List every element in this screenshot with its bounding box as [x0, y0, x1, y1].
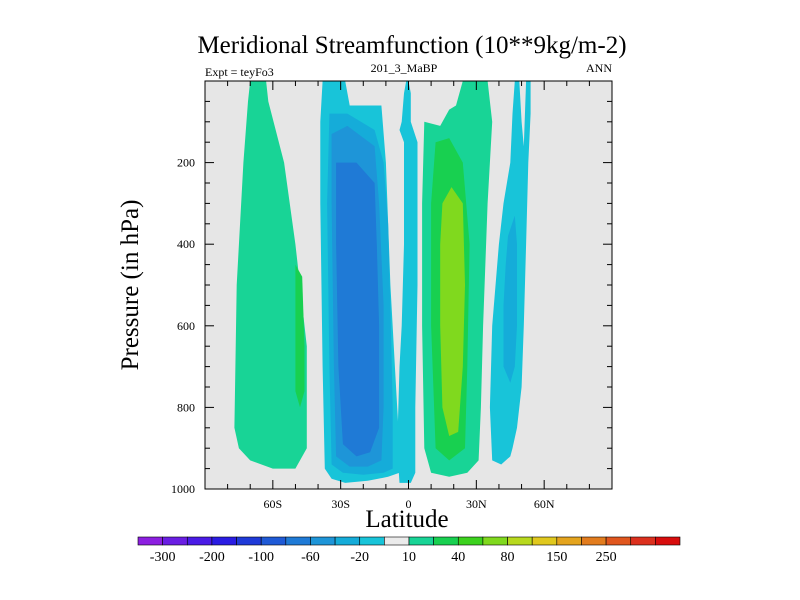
- contour-sh-positive-core: [295, 264, 305, 408]
- colorbar-box: [310, 536, 336, 546]
- contour-regions: [234, 81, 531, 483]
- y-tick-labels: 200 400 600 800 1000: [171, 156, 195, 496]
- x-tick-label: 30N: [466, 497, 487, 511]
- y-tick-label: 600: [177, 319, 195, 333]
- x-tick-label: 60N: [534, 497, 555, 511]
- x-tick-label: 60S: [263, 497, 282, 511]
- colorbar-label: 40: [451, 550, 465, 565]
- colorbar-label: -200: [199, 550, 225, 565]
- colorbar-label: -100: [248, 550, 274, 565]
- colorbar-box: [457, 536, 484, 546]
- colorbar-box: [531, 536, 558, 546]
- x-tick-label: 30S: [331, 497, 350, 511]
- contour-equatorial-negative: [397, 81, 418, 483]
- colorbar-box: [630, 536, 656, 546]
- colorbar-label: 80: [501, 550, 515, 565]
- contour-sh-outer-positive: [234, 81, 307, 469]
- x-tick-label: 0: [406, 497, 412, 511]
- colorbar: [137, 536, 681, 546]
- y-tick-label: 800: [177, 400, 195, 414]
- colorbar-box: [482, 536, 508, 546]
- colorbar-box: [137, 536, 163, 546]
- y-axis-label: Pressure (in hPa): [117, 200, 144, 371]
- colorbar-label: 150: [546, 550, 567, 565]
- colorbar-box: [260, 536, 287, 546]
- x-axis-label: Latitude: [365, 506, 448, 533]
- colorbar-box: [556, 536, 582, 546]
- colorbar-box: [433, 536, 459, 546]
- colorbar-labels: -300 -200 -100 -60 -20 10 40 80 150 250: [150, 550, 617, 565]
- season-label: ANN: [586, 61, 612, 75]
- colorbar-box: [186, 536, 213, 546]
- colorbar-label: 250: [596, 550, 617, 565]
- colorbar-box: [605, 536, 632, 546]
- colorbar-box: [507, 536, 533, 546]
- y-tick-label: 1000: [171, 482, 195, 496]
- contour-nh-hadley-core: [440, 187, 465, 436]
- contour-sh-hadley-core: [336, 162, 380, 457]
- colorbar-box: [581, 536, 607, 546]
- colorbar-label: 10: [402, 550, 416, 565]
- x-tick-labels: 60S 30S 0 30N 60N: [263, 497, 554, 511]
- colorbar-box: [162, 536, 188, 546]
- colorbar-box: [211, 536, 237, 546]
- colorbar-box: [408, 536, 434, 546]
- colorbar-box: [334, 536, 361, 546]
- colorbar-box: [285, 536, 311, 546]
- colorbar-box: [359, 536, 385, 546]
- colorbar-box: [384, 536, 410, 546]
- contour-nh-ferrel-inner: [503, 215, 517, 383]
- axis-ticks: [204, 80, 613, 490]
- colorbar-label: -20: [350, 550, 369, 565]
- colorbar-box: [655, 536, 681, 546]
- y-tick-label: 200: [177, 156, 195, 170]
- colorbar-label: -300: [150, 550, 176, 565]
- chart-title: Meridional Streamfunction (10**9kg/m-2): [197, 32, 626, 59]
- y-tick-label: 400: [177, 237, 195, 251]
- center-label: 201_3_MaBP: [371, 61, 438, 75]
- colorbar-label: -60: [301, 550, 320, 565]
- colorbar-box: [236, 536, 262, 546]
- experiment-label: Expt = teyFo3: [205, 65, 274, 79]
